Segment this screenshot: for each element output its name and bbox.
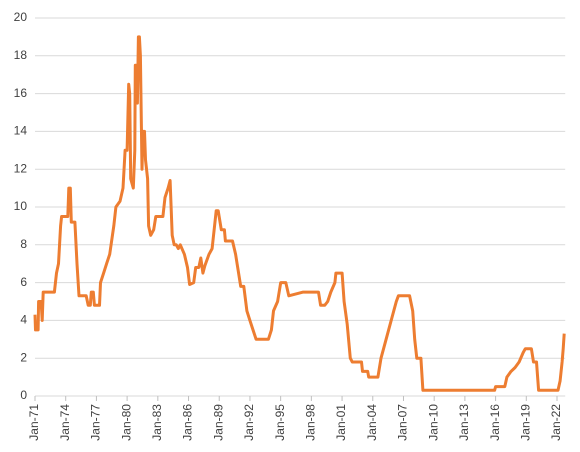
y-tick-label: 10 bbox=[14, 199, 28, 213]
x-tick-label: Jan-16 bbox=[488, 404, 502, 441]
x-tick-label: Jan-07 bbox=[396, 404, 410, 441]
x-tick-label: Jan-92 bbox=[242, 404, 256, 441]
y-tick-label: 20 bbox=[14, 10, 28, 24]
y-tick-label: 8 bbox=[20, 237, 27, 251]
x-tick-label: Jan-10 bbox=[426, 404, 440, 441]
y-tick-label: 2 bbox=[20, 350, 27, 364]
x-tick-label: Jan-95 bbox=[273, 404, 287, 441]
y-tick-label: 16 bbox=[14, 86, 28, 100]
y-tick-label: 6 bbox=[20, 275, 27, 289]
x-tick-label: Jan-04 bbox=[365, 404, 379, 441]
x-tick-label: Jan-98 bbox=[304, 404, 318, 441]
x-tick-label: Jan-86 bbox=[181, 404, 195, 441]
y-tick-label: 18 bbox=[14, 48, 28, 62]
y-tick-label: 12 bbox=[14, 161, 28, 175]
x-tick-label: Jan-77 bbox=[89, 404, 103, 441]
x-tick-label: Jan-01 bbox=[334, 404, 348, 441]
y-tick-label: 14 bbox=[14, 124, 28, 138]
line-series bbox=[33, 35, 566, 392]
x-tick-label: Jan-19 bbox=[518, 404, 532, 441]
x-tick-label: Jan-83 bbox=[150, 404, 164, 441]
x-tick-label: Jan-74 bbox=[58, 404, 72, 441]
x-tick-label: Jan-80 bbox=[119, 404, 133, 441]
y-tick-label: 4 bbox=[20, 313, 27, 327]
y-tick-label: 0 bbox=[20, 388, 27, 402]
x-tick-label: Jan-22 bbox=[549, 404, 563, 441]
x-tick-label: Jan-71 bbox=[27, 404, 41, 441]
x-tick-label: Jan-13 bbox=[457, 404, 471, 441]
x-tick-label: Jan-89 bbox=[211, 404, 225, 441]
